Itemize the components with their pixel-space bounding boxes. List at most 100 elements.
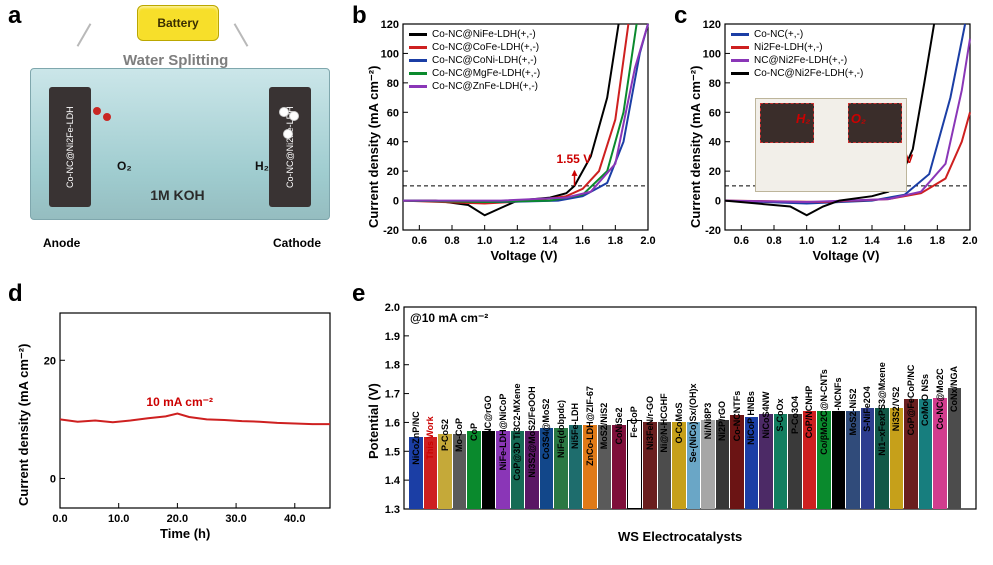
bar-label: CoMoO NSs (920, 374, 930, 426)
bar-label: P-CoS2 (440, 419, 450, 451)
panel-c-inset: H₂O₂ (755, 98, 907, 192)
bar: NiCoZnP/NC (409, 437, 423, 509)
bar-label: Mo-CoP (454, 418, 464, 452)
svg-text:20: 20 (44, 355, 56, 367)
bar: Ni3S2/VS2 (890, 408, 904, 509)
bar-label: NiFe-LDH@NiCoP (498, 394, 508, 471)
bar: Ni3FeN/r-GO (643, 422, 657, 509)
y-axis-label: Current density (mA cm⁻²) (16, 344, 32, 506)
svg-text:1.8: 1.8 (385, 360, 400, 372)
svg-text:20.0: 20.0 (167, 513, 188, 525)
cathode-electrode: Co-NC@Ni2Fe-LDH (269, 87, 311, 207)
legend-item: Co-NC(+,-) (731, 28, 863, 41)
svg-text:40: 40 (387, 137, 399, 149)
legend-item: NC@Ni2Fe-LDH(+,-) (731, 54, 863, 67)
panel-e-chart: 1.31.41.51.61.71.81.92.0Potential (V)WS … (360, 295, 985, 550)
battery-icon: Battery (137, 5, 219, 41)
svg-text:0: 0 (715, 196, 721, 208)
bar-label: O-CoMoS (674, 403, 684, 444)
panel-d-annotation: 10 mA cm⁻² (146, 395, 213, 409)
x-axis-label: Voltage (V) (491, 248, 558, 263)
bar: Co-NC@Mo2C (933, 398, 947, 509)
bar-label: NiCoP HNBs (746, 391, 756, 445)
bar: CoNx/NGA (948, 388, 962, 509)
bar: S-NiFe2O4 (861, 408, 875, 509)
bar: MoS2-NiS2 (846, 411, 860, 509)
wire-right (234, 23, 249, 47)
legend-item: Co-NC@Ni2Fe-LDH(+,-) (731, 67, 863, 80)
cathode-label: Cathode (273, 236, 321, 250)
h2-label: H₂ (255, 159, 269, 173)
svg-text:0: 0 (50, 473, 56, 485)
bar-label: CoP@FeCoP/NC (906, 365, 916, 436)
svg-text:60: 60 (709, 107, 721, 119)
svg-text:0.8: 0.8 (444, 235, 459, 247)
bubble-o2-icon (93, 107, 101, 115)
bar: Ni1−xFexPS3@Mxene (875, 408, 889, 509)
marker-155v: 1.55 V (557, 152, 592, 166)
bar: NiFe-LDH@NiCoP (496, 431, 510, 509)
bar: NiCoP HNBs (745, 417, 759, 509)
y-axis-label: Current density (mA cm⁻²) (688, 66, 704, 228)
svg-text:1.2: 1.2 (510, 235, 525, 247)
bar: P-CoS2 (438, 434, 452, 509)
bar-label: Ni@N-HCGHF (659, 394, 669, 453)
svg-text:1.4: 1.4 (385, 475, 401, 487)
bar: CoMoO NSs (919, 399, 933, 509)
bar-label: CoNiSe2 (614, 408, 624, 445)
svg-text:20: 20 (387, 166, 399, 178)
panel-a: Battery Water Splitting Co-NC@Ni2Fe-LDH … (5, 10, 345, 270)
bar-label: Ni/Ni8P3 (703, 402, 713, 439)
svg-text:-20: -20 (383, 225, 399, 237)
bar-label: S-CoOx (775, 398, 785, 431)
bar: Ni/Mo2C-NCNFs (832, 411, 846, 509)
bar: Se-(NiCo)Sx/(OH)x (687, 422, 701, 509)
bar-label: Ni1−xFexPS3@Mxene (877, 362, 887, 456)
bar: Ni/Ni8P3 (701, 420, 715, 509)
bar: S-CoOx (774, 414, 788, 509)
bar: P-Co3O4 (788, 414, 802, 509)
o2-label: O₂ (117, 159, 132, 173)
bar: CoP/NCNHP (803, 411, 817, 509)
svg-text:120: 120 (703, 19, 721, 31)
bar: NiFe(dobpdc) (554, 428, 568, 509)
bar-label: Ni3S2@MoS2/FeOOH (527, 386, 537, 477)
svg-text:1.0: 1.0 (477, 235, 492, 247)
svg-text:1.6: 1.6 (897, 235, 912, 247)
svg-text:80: 80 (709, 78, 721, 90)
svg-text:30.0: 30.0 (225, 513, 246, 525)
svg-text:1.8: 1.8 (930, 235, 945, 247)
bar: Co/βMo2C@N-CNTs (817, 411, 831, 509)
bar-label: Co-NCNTFs (732, 391, 742, 442)
bar-label: Co-NC@Mo2C (935, 368, 945, 429)
bar-label: Ni5Fe-LDH (570, 403, 580, 449)
bar: Ni QD@NC@rGO (482, 431, 496, 509)
bar-label: NiFe(dobpdc) (556, 400, 566, 458)
wire-left (77, 23, 92, 47)
legend: Co-NC@NiFe-LDH(+,-)Co-NC@CoFe-LDH(+,-)Co… (409, 28, 540, 93)
bar: Ni5Fe-LDH (569, 425, 583, 509)
bar-label: Ni2P/rGO (717, 401, 727, 441)
svg-text:0.6: 0.6 (734, 235, 749, 247)
panel-c-chart: -200204060801001200.60.81.01.21.41.61.82… (680, 8, 980, 268)
svg-text:1.4: 1.4 (864, 235, 880, 247)
svg-text:0: 0 (393, 196, 399, 208)
bar: Ni3S2@MoS2/FeOOH (525, 431, 539, 509)
bar-label: NiCoS4NW (761, 391, 771, 438)
electrolyzer-tank: Co-NC@Ni2Fe-LDH Co-NC@Ni2Fe-LDH 1M KOH O… (30, 68, 330, 220)
panel-a-title: Water Splitting (123, 52, 228, 69)
legend-item: Co-NC@CoFe-LDH(+,-) (409, 41, 540, 54)
svg-text:2.0: 2.0 (385, 302, 400, 314)
x-axis-label: Voltage (V) (813, 248, 880, 263)
bar: This Work (424, 437, 438, 509)
legend-item: Co-NC@MgFe-LDH(+,-) (409, 67, 540, 80)
anode-electrode: Co-NC@Ni2Fe-LDH (49, 87, 91, 207)
bar-label: Ni3S2/VS2 (891, 387, 901, 432)
legend-item: Ni2Fe-LDH(+,-) (731, 41, 863, 54)
bar-label: NiCoZnP/NC (411, 411, 421, 465)
x-axis-label: Time (h) (160, 526, 210, 541)
legend-item: Co-NC@CoNi-LDH(+,-) (409, 54, 540, 67)
svg-text:1.5: 1.5 (385, 446, 400, 458)
bar-label: CoP/NCNHP (804, 386, 814, 439)
svg-text:-20: -20 (705, 225, 721, 237)
